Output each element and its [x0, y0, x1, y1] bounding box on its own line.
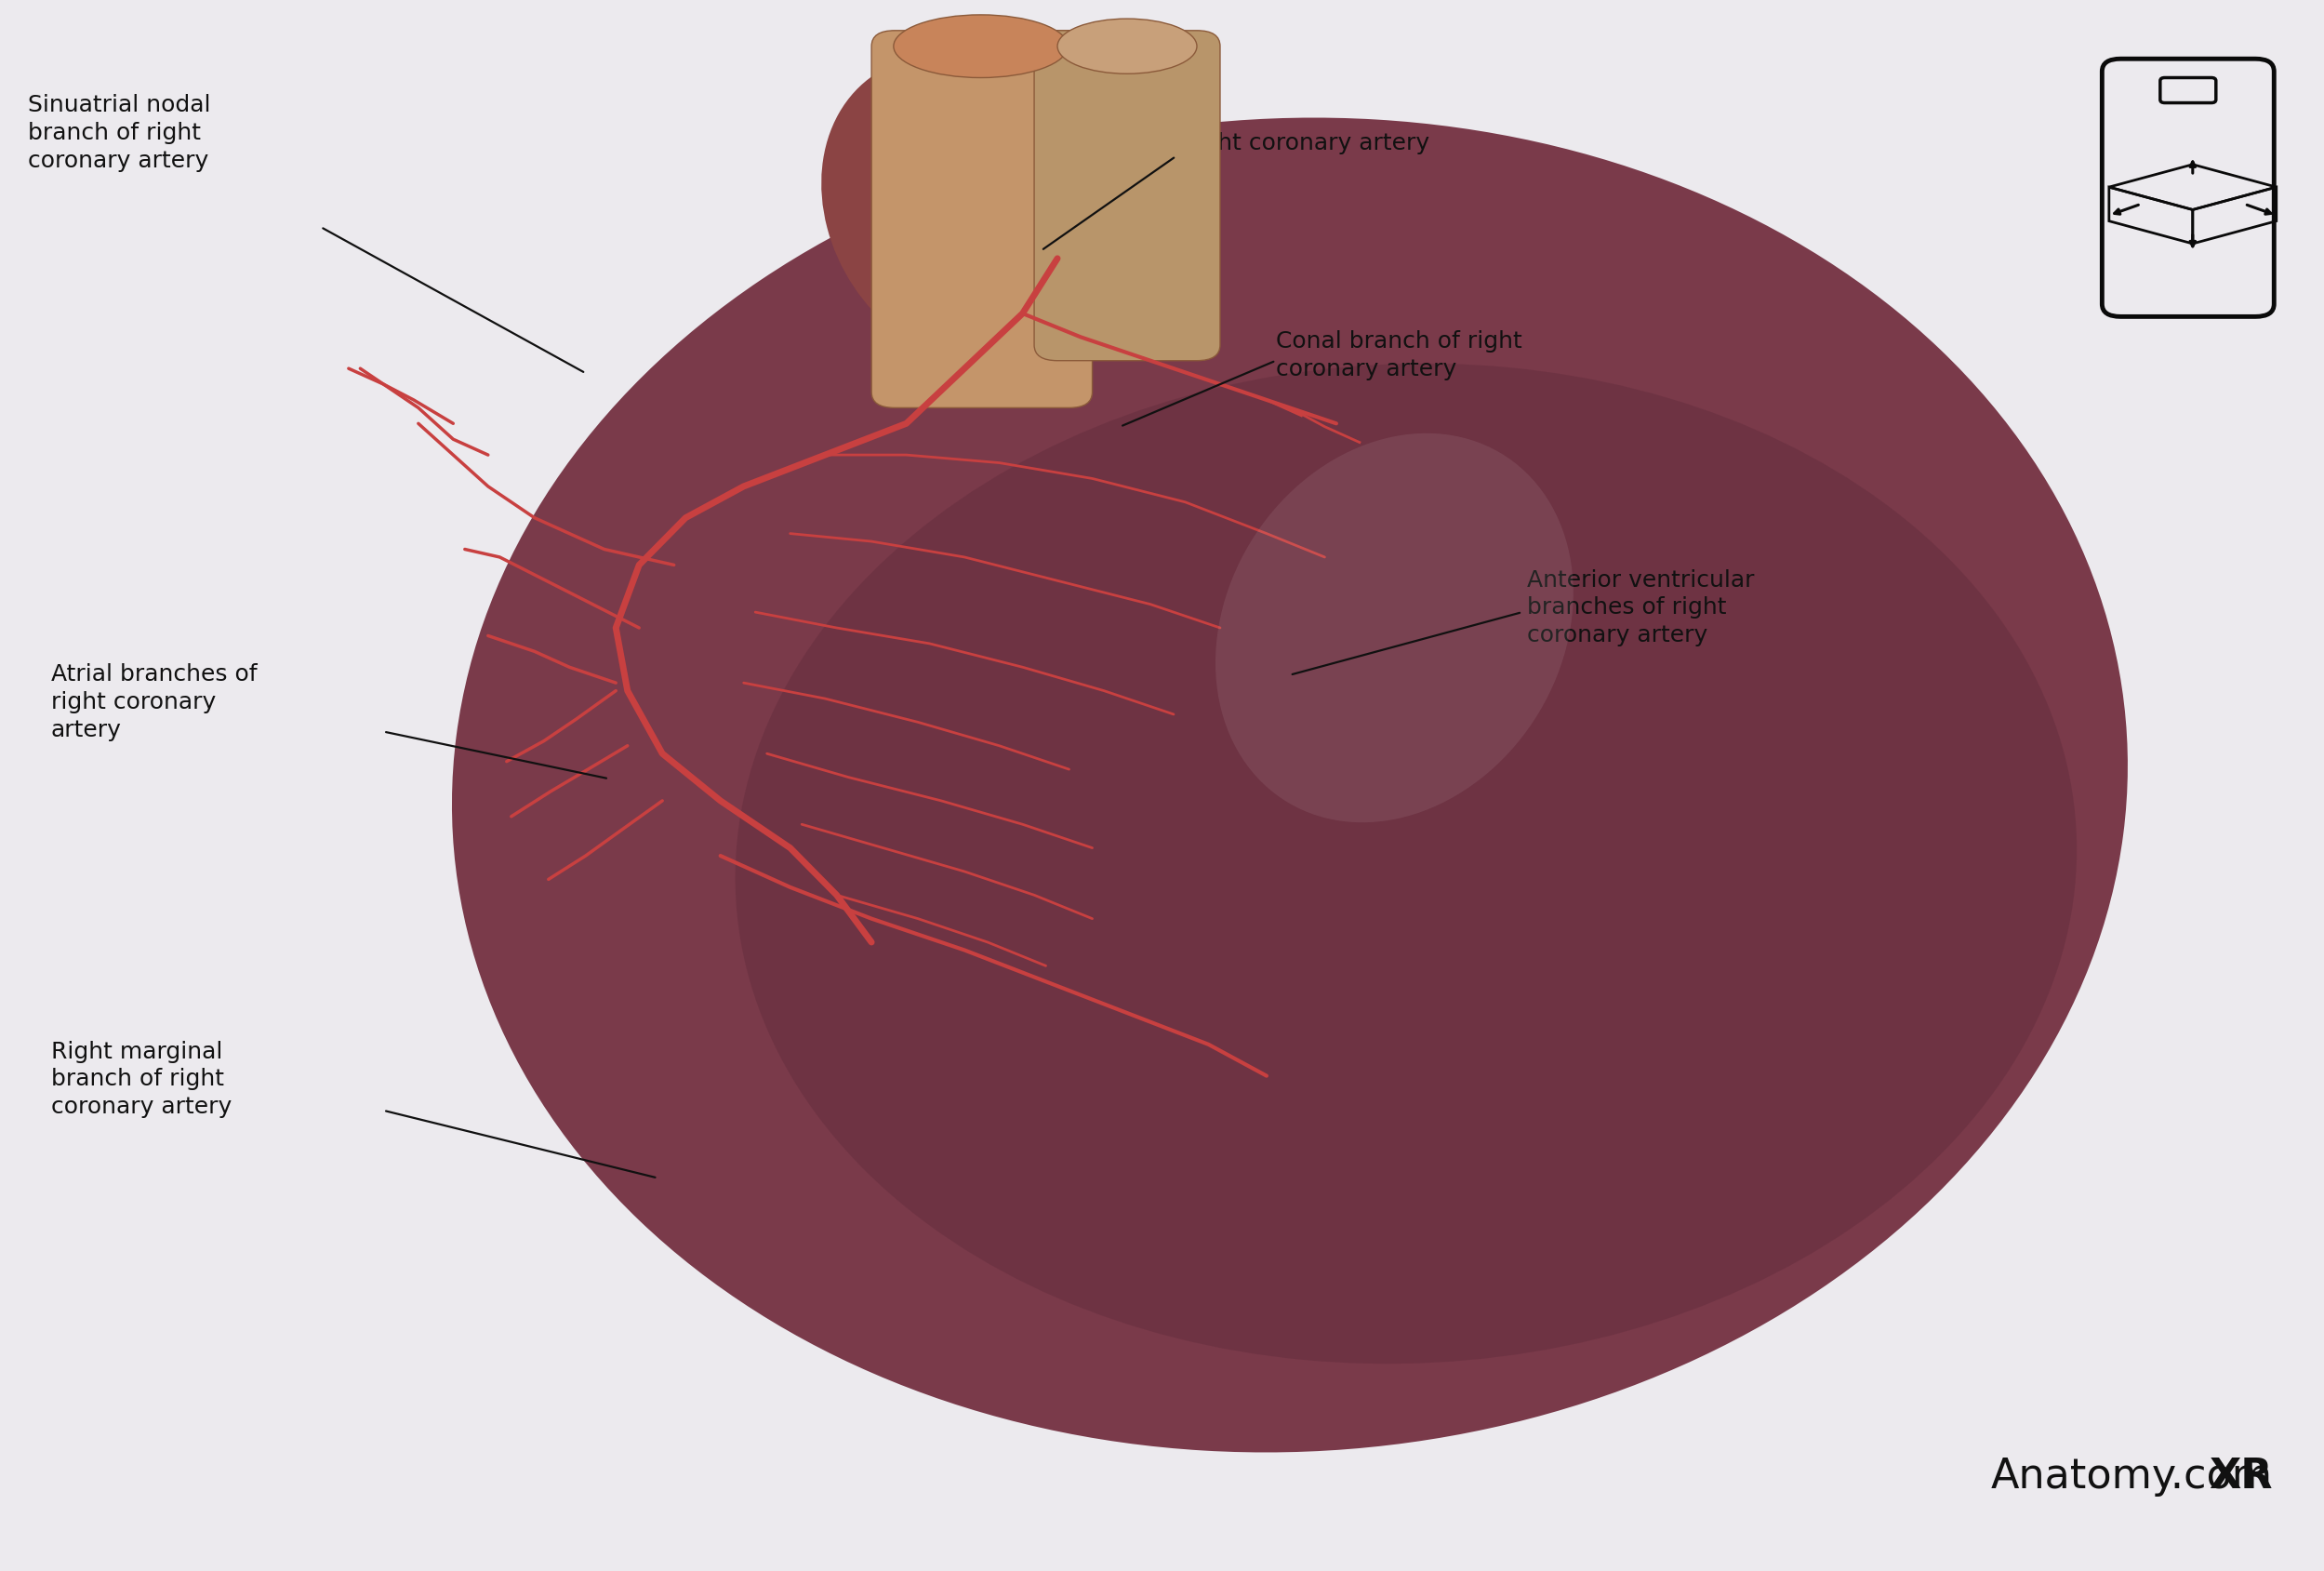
- FancyBboxPatch shape: [2161, 79, 2217, 104]
- Text: Anatomy.com: Anatomy.com: [1992, 1456, 2273, 1496]
- Ellipse shape: [820, 57, 1109, 368]
- Text: Sinuatrial nodal
branch of right
coronary artery: Sinuatrial nodal branch of right coronar…: [28, 94, 211, 171]
- Ellipse shape: [451, 118, 2129, 1453]
- Ellipse shape: [734, 364, 2078, 1364]
- Text: Right marginal
branch of right
coronary artery: Right marginal branch of right coronary …: [51, 1040, 232, 1117]
- Ellipse shape: [1057, 19, 1197, 75]
- Text: Anterior ventricular
branches of right
coronary artery: Anterior ventricular branches of right c…: [1527, 569, 1755, 646]
- Ellipse shape: [892, 16, 1069, 79]
- Text: Right coronary artery: Right coronary artery: [1181, 132, 1429, 154]
- Text: Conal branch of right
coronary artery: Conal branch of right coronary artery: [1276, 330, 1522, 380]
- Ellipse shape: [1215, 434, 1573, 823]
- FancyBboxPatch shape: [872, 31, 1092, 408]
- Text: XR: XR: [2210, 1456, 2273, 1496]
- Text: Atrial branches of
right coronary
artery: Atrial branches of right coronary artery: [51, 663, 258, 740]
- FancyBboxPatch shape: [1034, 31, 1220, 361]
